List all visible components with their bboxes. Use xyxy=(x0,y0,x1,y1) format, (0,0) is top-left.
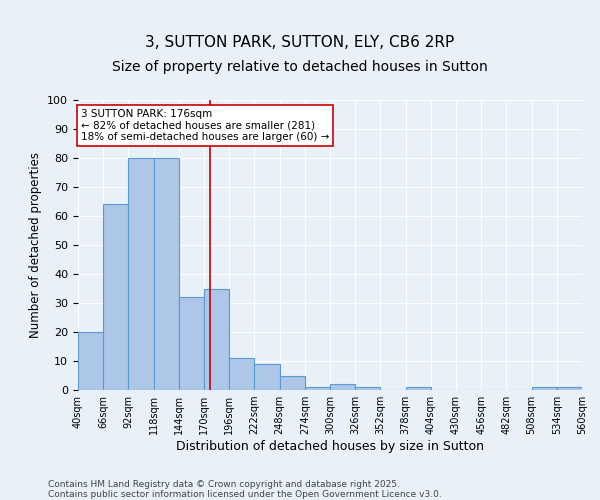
Bar xyxy=(204,288,229,390)
Text: 3 SUTTON PARK: 176sqm
← 82% of detached houses are smaller (281)
18% of semi-det: 3 SUTTON PARK: 176sqm ← 82% of detached … xyxy=(81,108,329,142)
Bar xyxy=(128,158,154,390)
Bar xyxy=(330,384,355,390)
Bar xyxy=(532,387,557,390)
Bar xyxy=(179,297,204,390)
Bar xyxy=(254,364,280,390)
Bar xyxy=(305,387,330,390)
Bar xyxy=(154,158,179,390)
X-axis label: Distribution of detached houses by size in Sutton: Distribution of detached houses by size … xyxy=(176,440,484,453)
Bar xyxy=(406,387,431,390)
Text: 3, SUTTON PARK, SUTTON, ELY, CB6 2RP: 3, SUTTON PARK, SUTTON, ELY, CB6 2RP xyxy=(145,35,455,50)
Bar xyxy=(78,332,103,390)
Text: Contains HM Land Registry data © Crown copyright and database right 2025.
Contai: Contains HM Land Registry data © Crown c… xyxy=(48,480,442,500)
Bar xyxy=(355,387,380,390)
Bar xyxy=(557,387,582,390)
Y-axis label: Number of detached properties: Number of detached properties xyxy=(29,152,42,338)
Text: Size of property relative to detached houses in Sutton: Size of property relative to detached ho… xyxy=(112,60,488,74)
Bar xyxy=(280,376,305,390)
Bar xyxy=(103,204,128,390)
Bar xyxy=(229,358,254,390)
